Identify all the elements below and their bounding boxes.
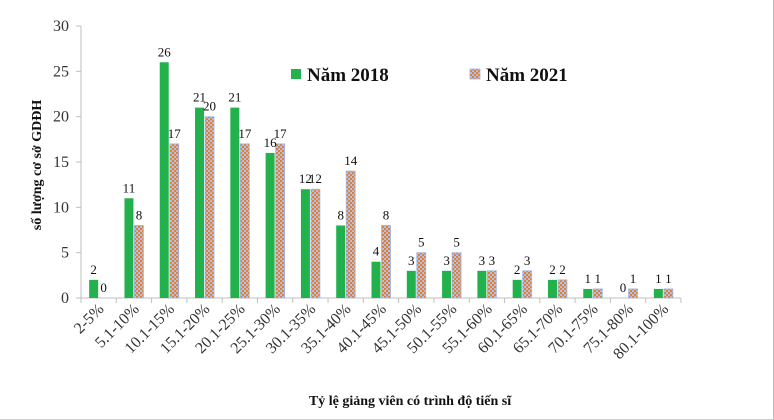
bar-2021 [345,170,356,299]
bar-2018 [653,288,663,298]
bar-2018 [230,107,240,298]
data-label-2018: 1 [585,271,592,286]
bar-2021 [275,143,286,299]
x-axis-title: Tỷ lệ giảng viên có trình độ tiến sĩ [309,394,512,409]
bar-2018 [265,152,275,298]
bars-group [89,62,674,299]
data-label-2018: 3 [408,253,415,268]
data-label-2021: 14 [344,153,358,168]
bar-2018 [195,107,205,298]
data-label-2021: 1 [595,271,602,286]
bar-2018 [371,261,381,298]
data-label-2018: 3 [479,253,486,268]
bar-2018 [89,279,99,298]
bar-2021 [486,270,497,299]
data-label-2018: 1 [655,271,662,286]
y-tick-label: 25 [53,63,69,80]
legend: Năm 2018 Năm 2021 [291,65,568,86]
data-label-2021: 3 [524,253,531,268]
bar-2021 [239,143,250,299]
y-tick-label: 30 [53,18,69,35]
bar-2018 [159,62,169,299]
legend-2021-swatch [469,68,481,80]
bar-2021 [663,288,674,299]
bar-2021 [204,116,215,299]
bar-2018 [442,270,452,298]
bar-2018 [547,279,557,298]
bar-2018 [406,270,416,298]
bar-2018 [300,189,310,298]
y-tick-label: 5 [61,245,69,262]
legend-2021-label: Năm 2021 [486,65,568,86]
data-label-2021: 8 [383,207,390,222]
data-label-2021: 8 [136,207,143,222]
data-label-2021: 1 [665,271,672,286]
data-label-2021: 1 [630,271,637,286]
y-tick-label: 0 [61,290,69,307]
data-label-2018: 2 [90,262,97,277]
data-label-2021: 5 [418,235,425,250]
data-label-2018: 21 [228,90,241,105]
data-label-2018: 3 [443,253,450,268]
data-label-2021: 17 [274,126,288,141]
y-tick-label: 20 [53,109,69,126]
bar-2018 [512,279,522,298]
data-label-2021: 2 [559,262,566,277]
data-label-2018: 16 [264,135,278,150]
data-label-2021: 0 [100,280,107,295]
data-label-2021: 12 [309,171,322,186]
data-label-2021: 17 [238,126,252,141]
bar-2018 [477,270,487,298]
data-label-2018: 12 [299,171,312,186]
y-axis-title: số lượng cơ sở GDĐH [30,100,45,231]
bar-2021 [169,143,180,299]
data-label-2018: 2 [514,262,521,277]
data-label-2018: 4 [373,244,380,259]
data-label-2021: 3 [489,253,496,268]
legend-2018-label: Năm 2018 [307,65,389,86]
data-label-2018: 11 [123,180,136,195]
bar-2018 [336,225,346,298]
data-label-2021: 5 [453,235,460,250]
legend-2018-swatch [291,69,301,79]
bar-2018 [583,288,593,298]
data-label-2018: 0 [620,280,627,295]
data-label-2021: 17 [168,126,182,141]
data-label-2018: 21 [193,90,206,105]
data-label-2018: 2 [549,262,556,277]
y-tick-label: 10 [53,199,69,216]
bar-2021 [522,270,533,299]
bar-2021 [592,288,603,299]
bar-2021 [416,252,427,299]
bar-2018 [124,198,134,298]
data-label-2018: 26 [158,44,172,59]
y-axis: 0 5 10 15 20 25 30 [53,18,82,307]
bar-2021 [451,252,462,299]
bar-2021 [381,225,391,299]
x-axis: 2-5%5.1-10%10.1-15%15.1-20%20.1-25%25.1-… [71,297,682,363]
bar-2021 [557,279,568,299]
bar-2021 [134,225,144,299]
y-tick-label: 15 [53,154,69,171]
bar-2021 [628,288,638,299]
data-label-2018: 8 [337,207,344,222]
bar-2021 [310,188,321,299]
data-label-2021: 20 [203,99,216,114]
